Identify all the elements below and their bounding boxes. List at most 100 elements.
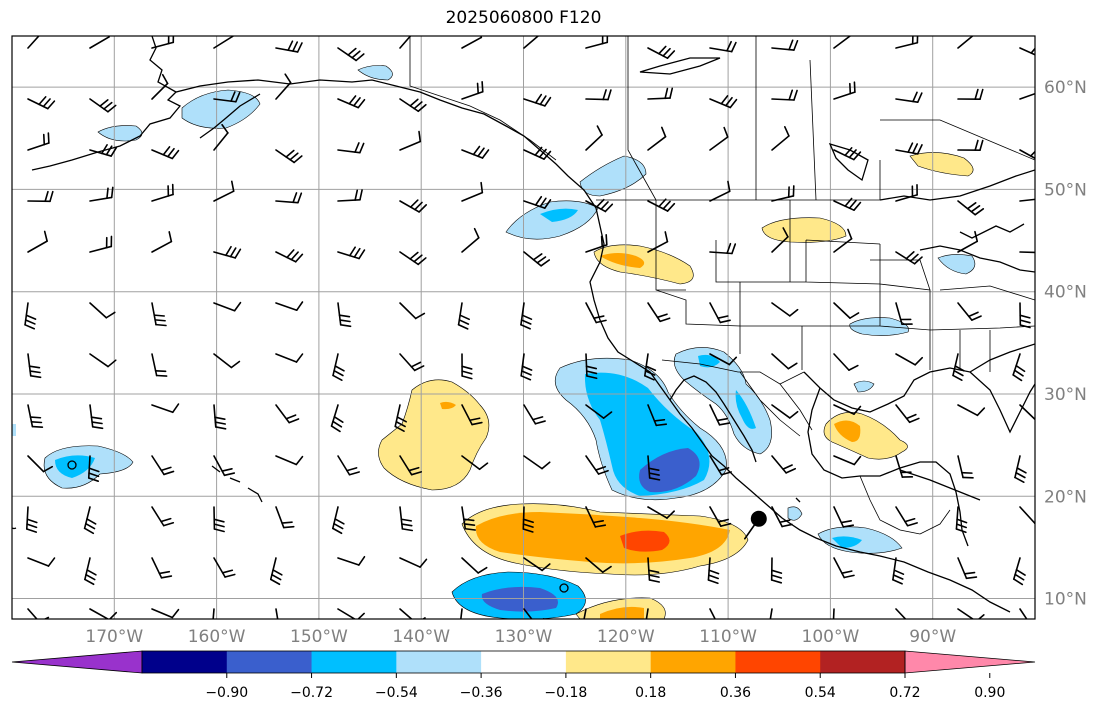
wind-barb (1012, 557, 1026, 586)
wind-barb (275, 73, 292, 100)
wind-barb (27, 230, 48, 253)
shade-west-edge (12, 424, 16, 436)
wind-barb (213, 404, 227, 430)
wind-barb (771, 404, 799, 419)
wind-barb (833, 455, 862, 466)
coast-florida (969, 371, 1035, 434)
map-panel[interactable] (10, 23, 1047, 635)
colorbar-tick-label: 0.54 (805, 685, 836, 701)
wind-barb (269, 557, 283, 586)
wind-barb (25, 506, 38, 533)
shade-nevada-pos-inner (600, 253, 645, 268)
wind-barb (523, 195, 552, 209)
map-title: 2025060800 F120 (445, 8, 602, 28)
colorbar-tick-label: 0.72 (889, 685, 920, 701)
wind-barb (399, 455, 423, 476)
wind-barb (957, 608, 985, 619)
lon-label: 150°W (290, 627, 348, 647)
lon-label: 140°W (392, 627, 450, 647)
wind-barb (833, 228, 853, 253)
shade-bc-neg (579, 155, 647, 197)
longitude-labels: 170°W 160°W 150°W 140°W 130°W 120°W 110°W 100°W… (85, 627, 956, 647)
wind-barb (520, 353, 533, 381)
wind-barb (709, 126, 729, 151)
marker-dot (750, 510, 767, 527)
wind-barb (27, 557, 56, 567)
location-marker[interactable] (743, 510, 767, 540)
wind-barb (771, 353, 798, 370)
colorbar-tick-label: −0.54 (375, 685, 418, 701)
wind-barb (89, 36, 110, 49)
wind-barb (151, 403, 180, 414)
lon-label: 160°W (188, 627, 246, 647)
shade-itcz-pos-mid (475, 512, 730, 564)
wind-barb (330, 404, 344, 433)
colorbar-cell (226, 651, 313, 673)
shade-baja-neg-core (639, 448, 700, 493)
wind-barb (27, 132, 50, 151)
colorbar-cell (396, 651, 482, 673)
wind-barb (647, 455, 661, 481)
wind-barb (709, 242, 737, 255)
wind-barb (1019, 149, 1035, 160)
wind-barb (27, 404, 44, 429)
wind-barb (337, 455, 360, 476)
shade-ozark-neg (849, 317, 909, 336)
colorbar-cell (481, 651, 567, 673)
wind-barb (585, 506, 607, 528)
wind-barb (585, 404, 613, 419)
wind-barb (771, 227, 789, 253)
wind-barbs (24, 36, 1035, 619)
coast-baja (669, 375, 757, 463)
shade-gulf-neg-inner (698, 354, 756, 429)
wind-barb (89, 144, 118, 157)
wind-barb (399, 98, 427, 113)
wind-barb (895, 353, 924, 366)
wind-barb (24, 302, 37, 330)
wind-barb (151, 73, 169, 100)
wind-barb (957, 139, 984, 151)
wind-barb (151, 608, 180, 619)
wind-barb (394, 404, 407, 432)
coast-hudson (879, 169, 1035, 201)
wind-barb (1019, 198, 1035, 202)
wind-barb (585, 234, 608, 253)
wind-barb (275, 149, 303, 164)
wind-barb (399, 251, 427, 266)
wind-barb (647, 506, 675, 519)
wind-barb (89, 235, 113, 253)
wind-barb (27, 36, 40, 49)
wind-barb (895, 251, 923, 265)
wind-barb (833, 506, 855, 528)
wind-barb (332, 353, 345, 382)
wind-barb (337, 302, 352, 328)
wind-barb (647, 231, 669, 253)
wind-barb (213, 301, 242, 312)
wind-barb (151, 302, 167, 327)
colorbar-cell (565, 651, 652, 673)
wind-barb (955, 506, 968, 534)
coast-nunavut (639, 57, 721, 75)
wind-barb (151, 506, 175, 527)
wind-barb (833, 81, 856, 100)
wind-barb (957, 557, 978, 580)
wind-barb (83, 506, 97, 535)
wind-barb (212, 608, 215, 619)
coast-lakes-small (959, 223, 1025, 239)
colorbar-extend-low (11, 650, 143, 674)
wind-barb (337, 47, 365, 62)
wind-barb (399, 36, 412, 49)
wind-barb (895, 506, 918, 527)
wind-barb (523, 455, 551, 470)
wind-barb (1014, 455, 1027, 484)
wind-barb (151, 231, 173, 253)
colorbar[interactable]: −0.90 −0.72 −0.54 −0.36 −0.18 0.18 0.36 0.54 0.7… (11, 650, 1036, 701)
shade-gom-pos-inner (834, 420, 861, 442)
wind-barb (461, 557, 488, 574)
wind-barb (644, 353, 657, 381)
coast-alaska-sw (31, 91, 182, 171)
island-south (559, 583, 569, 593)
wind-barb (151, 183, 174, 202)
graticule (12, 36, 1035, 619)
wind-barb (461, 455, 489, 471)
